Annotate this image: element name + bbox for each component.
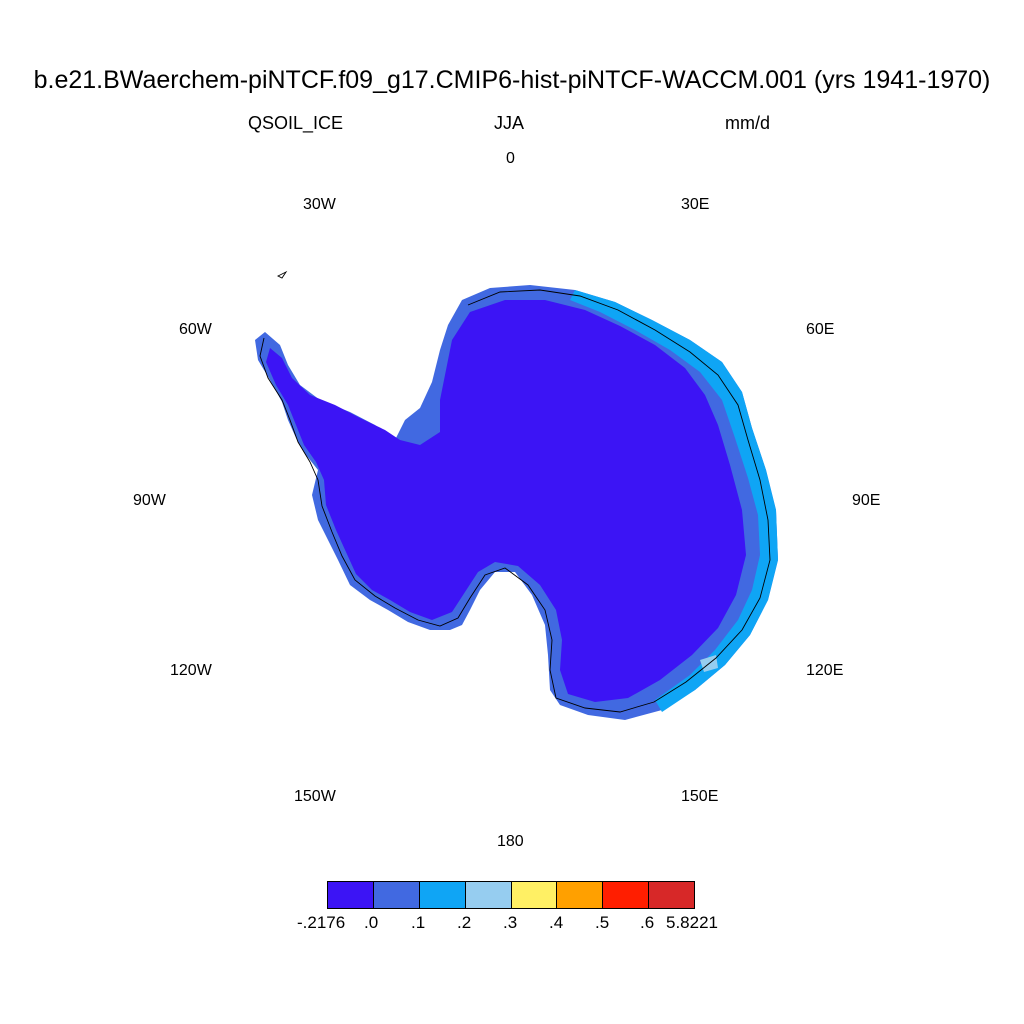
- colorbar-label-7: .6: [640, 913, 655, 932]
- colorbar-label-2: .1: [411, 913, 426, 932]
- lon-label-30w: 30W: [303, 196, 336, 213]
- colorbar-swatch-4: [511, 882, 558, 908]
- lon-label-120e: 120E: [806, 662, 844, 679]
- coastline: [259, 289, 771, 713]
- lon-label-90e: 90E: [852, 492, 881, 509]
- colorbar-swatch-7: [649, 882, 694, 908]
- lon-label-60e: 60E: [806, 321, 835, 338]
- island-outline: [276, 270, 288, 279]
- colorbar-swatch-0: [328, 882, 374, 908]
- colorbar-swatch-3: [465, 882, 512, 908]
- lon-label-150e: 150E: [681, 788, 719, 805]
- colorbar-label-4: .3: [503, 913, 518, 932]
- lon-label-180: 180: [497, 833, 524, 850]
- variable-label: QSOIL_ICE: [248, 113, 344, 133]
- lon-label-90w: 90W: [133, 492, 166, 509]
- colorbar-swatch-2: [419, 882, 466, 908]
- lon-label-120w: 120W: [170, 662, 212, 679]
- colorbar-label-0: -.2176: [297, 913, 346, 932]
- colorbar-label-8: 5.8221: [666, 913, 718, 932]
- colorbar-swatch-5: [557, 882, 604, 908]
- lon-label-0: 0: [506, 150, 515, 167]
- colorbar-label-3: .2: [457, 913, 472, 932]
- colorbar-label-1: .0: [364, 913, 379, 932]
- colorbar: [327, 881, 695, 909]
- colorbar-swatch-1: [373, 882, 420, 908]
- interior-region: [266, 300, 746, 702]
- lon-label-150w: 150W: [294, 788, 336, 805]
- plot-title: b.e21.BWaerchem-piNTCF.f09_g17.CMIP6-his…: [33, 66, 991, 94]
- season-label: JJA: [494, 113, 525, 133]
- lon-label-60w: 60W: [179, 321, 212, 338]
- lon-label-30e: 30E: [681, 196, 710, 213]
- colorbar-swatch-6: [603, 882, 650, 908]
- colorbar-label-6: .5: [595, 913, 610, 932]
- light-blue-strip-east: [570, 290, 778, 712]
- colorbar-label-5: .4: [549, 913, 564, 932]
- units-label: mm/d: [725, 113, 770, 133]
